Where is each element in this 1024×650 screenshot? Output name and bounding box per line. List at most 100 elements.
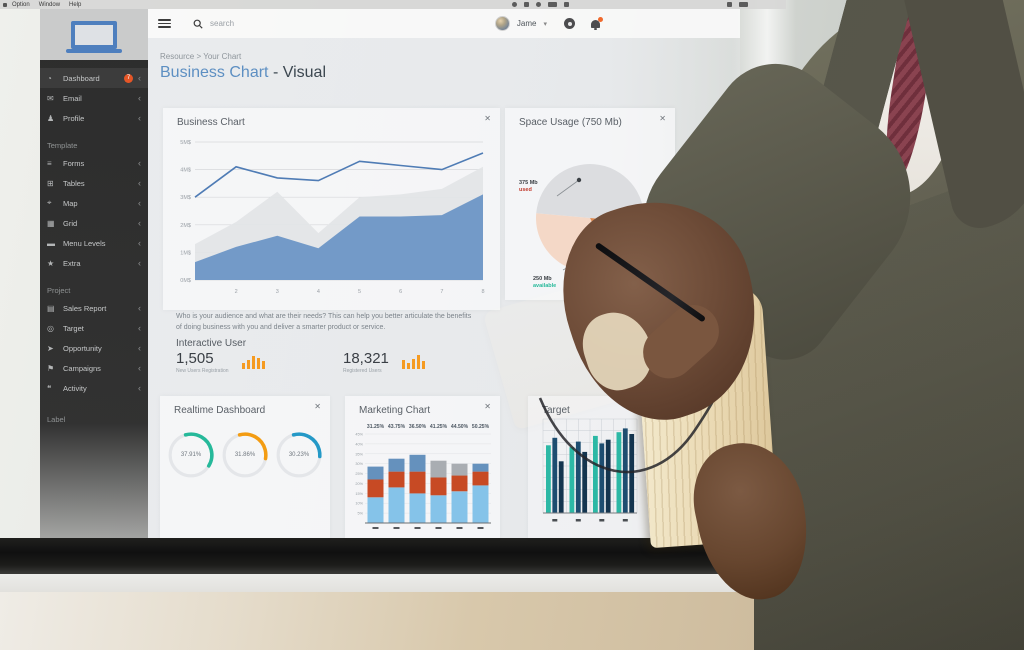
- laptop-icon: [66, 20, 122, 53]
- sidebar-item-label: Tables: [63, 178, 85, 188]
- chat-icon: [47, 384, 60, 393]
- svg-text:7: 7: [440, 289, 443, 295]
- menu-help[interactable]: Help: [69, 1, 82, 8]
- close-icon[interactable]: [314, 403, 321, 411]
- svg-text:4M$: 4M$: [180, 168, 191, 174]
- shield-icon[interactable]: [524, 1, 529, 7]
- notifications-button[interactable]: [590, 16, 603, 30]
- svg-text:0M$: 0M$: [180, 278, 191, 284]
- email-icon: [47, 94, 60, 103]
- sidebar-item-label: Map: [63, 198, 78, 208]
- mini-bar-chart-icon: [241, 353, 266, 369]
- sidebar-section-project: Project: [47, 286, 71, 295]
- sidebar-item-target[interactable]: Target: [40, 318, 148, 338]
- pie-label-available: 250 Mb available: [533, 276, 556, 290]
- settings-gear-icon[interactable]: [564, 18, 575, 29]
- target-chart-card: Target: [528, 396, 650, 538]
- close-icon[interactable]: [659, 115, 666, 123]
- search-icon[interactable]: [193, 19, 203, 29]
- sidebar-item-opportunity[interactable]: Opportunity: [40, 338, 148, 358]
- battery-icon[interactable]: [548, 1, 557, 7]
- sidebar-item-menu-levels[interactable]: Menu Levels: [40, 233, 148, 253]
- page-title-primary: Business Chart: [160, 64, 269, 81]
- menu-window[interactable]: Window: [38, 1, 61, 8]
- wifi-icon[interactable]: [536, 1, 541, 7]
- sidebar-item-extra[interactable]: Extra: [40, 253, 148, 273]
- svg-text:25%: 25%: [355, 472, 363, 476]
- sidebar-item-forms[interactable]: Forms: [40, 153, 148, 173]
- sidebar-item-map[interactable]: Map: [40, 193, 148, 213]
- photo-window-ledge: [0, 574, 784, 592]
- sidebar-item-label: Profile: [63, 113, 85, 123]
- donut-gauge: 30.23%: [274, 430, 324, 480]
- target-chart-svg: [542, 418, 638, 522]
- bell-icon: [47, 364, 60, 373]
- page-title: Business Chart - Visual: [160, 64, 326, 82]
- avatar[interactable]: [494, 16, 510, 31]
- sidebar-logo[interactable]: [40, 9, 148, 60]
- chevron-down-icon[interactable]: [543, 20, 547, 28]
- svg-text:4: 4: [317, 289, 320, 295]
- chevron-icon: [138, 239, 141, 248]
- window-icon[interactable]: [727, 1, 732, 7]
- chevron-icon: [138, 304, 141, 313]
- chevron-icon: [138, 384, 141, 393]
- svg-text:10%: 10%: [355, 502, 363, 506]
- sidebar-section-label: Label: [47, 415, 66, 424]
- sidebar-item-label: Menu Levels: [63, 238, 106, 248]
- pie-label-value: 250 Mb: [533, 276, 552, 282]
- chevron-icon: [138, 219, 141, 228]
- sidebar-item-activity[interactable]: Activity: [40, 378, 148, 398]
- marketing-chart-svg: 5% 10% 15% 20% 25% 30% 35% 40% 45% 31.25% 43.75% 36…: [355, 424, 491, 529]
- svg-text:31.25%: 31.25%: [367, 424, 385, 430]
- svg-text:44.50%: 44.50%: [451, 424, 469, 430]
- sidebar-item-tables[interactable]: Tables: [40, 173, 148, 193]
- sidebar-item-label: Grid: [63, 218, 78, 228]
- sidebar-item-sales-report[interactable]: Sales Report: [40, 298, 148, 318]
- sidebar-item-email[interactable]: Email: [40, 88, 148, 108]
- svg-text:5M$: 5M$: [180, 140, 191, 146]
- sidebar-item-campaigns[interactable]: Campaigns: [40, 358, 148, 378]
- svg-text:35%: 35%: [355, 452, 363, 456]
- stat-label: New Users Registration: [176, 368, 229, 374]
- star-icon: [47, 259, 60, 268]
- close-icon[interactable]: [484, 403, 491, 411]
- tables-icon: [47, 179, 60, 188]
- gauge-percentage: 31.86%: [234, 452, 256, 458]
- os-logo-icon[interactable]: [3, 2, 7, 7]
- hamburger-menu-icon[interactable]: [158, 17, 171, 30]
- user-name[interactable]: Jame: [516, 19, 537, 28]
- business-chart-svg: 0M$ 1M$ 2M$ 3M$ 4M$ 5M$ 2 3 4 5 6 7 8: [180, 140, 484, 295]
- breadcrumb[interactable]: Resource > Your Chart: [160, 52, 242, 61]
- stat-value: 1,505: [176, 350, 214, 367]
- svg-text:41.25%: 41.25%: [430, 424, 448, 430]
- search-bar: [193, 19, 320, 29]
- svg-text:2M$: 2M$: [180, 223, 191, 229]
- sidebar-item-dashboard[interactable]: Dashboard 7: [40, 68, 148, 88]
- svg-text:43.75%: 43.75%: [388, 424, 406, 430]
- page-title-secondary: - Visual: [268, 64, 327, 81]
- link-icon[interactable]: [512, 1, 517, 7]
- dashboard-icon: [47, 74, 60, 83]
- gauge-percentage: 30.23%: [288, 452, 310, 458]
- chevron-icon: [138, 114, 141, 123]
- menu-lines-icon[interactable]: [739, 1, 748, 7]
- card-title: Space Usage (750 Mb): [519, 117, 622, 128]
- business-chart-card: Business Chart 0M$ 1M$ 2M$ 3M$ 4M$ 5M$ 2 3 4 5 6 7 8: [163, 108, 500, 310]
- chevron-icon: [138, 259, 141, 268]
- sidebar-item-profile[interactable]: Profile: [40, 108, 148, 128]
- bell-icon: [591, 19, 600, 30]
- menu-option[interactable]: Option: [12, 1, 30, 8]
- stat-registered-users: 18,321 Registered Users: [343, 350, 426, 374]
- search-input[interactable]: [210, 19, 320, 28]
- interactive-user-heading: Interactive User: [176, 338, 247, 349]
- svg-text:6: 6: [399, 289, 402, 295]
- svg-text:2: 2: [235, 289, 238, 295]
- sidebar-item-grid[interactable]: Grid: [40, 213, 148, 233]
- menubar-status-icons: [512, 1, 569, 7]
- donut-gauge: 31.86%: [220, 430, 270, 480]
- sidebar-item-label: Target: [63, 323, 84, 333]
- clock-icon[interactable]: [564, 1, 569, 7]
- close-icon[interactable]: [484, 115, 491, 123]
- photo-window-sill: [0, 592, 784, 650]
